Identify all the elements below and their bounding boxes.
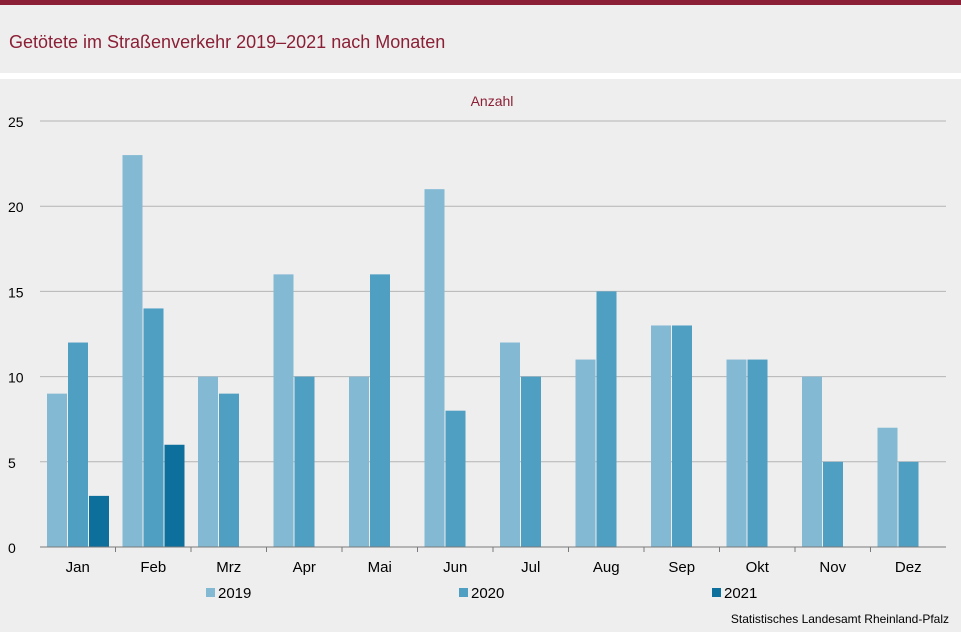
- y-tick-label: 25: [8, 114, 24, 130]
- legend-label-2019: 2019: [218, 585, 251, 602]
- header: Getötete im Straßenverkehr 2019–2021 nac…: [0, 5, 961, 73]
- bar-2019-Sep: [651, 325, 671, 547]
- bar-2020-Jun: [445, 410, 466, 547]
- y-tick-label: 0: [8, 540, 16, 556]
- y-tick-label: 10: [8, 370, 24, 386]
- bar-2019-Feb: [122, 155, 143, 547]
- legend: 2019 2020 2021: [206, 585, 757, 602]
- bar-2020-Okt: [747, 359, 768, 547]
- legend-swatch-2021: [712, 588, 721, 597]
- x-tick-label: Mrz: [216, 559, 241, 576]
- y-tick-label: 15: [8, 284, 24, 300]
- bar-2020-Mai: [370, 274, 390, 547]
- bar-2019-Jun: [424, 189, 445, 547]
- x-tick-label: Nov: [819, 559, 846, 576]
- source-note: Statistisches Landesamt Rheinland-Pfalz: [730, 612, 949, 626]
- x-tick-label: Feb: [140, 559, 166, 576]
- legend-label-2020: 2020: [471, 585, 504, 602]
- bar-2020-Jul: [521, 376, 541, 547]
- bar-2021-Feb: [164, 444, 185, 547]
- x-tick-label: Jul: [521, 559, 540, 576]
- page-title: Getötete im Straßenverkehr 2019–2021 nac…: [9, 32, 446, 52]
- bar-2019-Jul: [500, 342, 520, 547]
- top-accent-bar: [0, 0, 961, 5]
- y-tick-label: 5: [8, 455, 16, 471]
- x-tick-label: Aug: [593, 559, 620, 576]
- bar-2020-Mrz: [219, 393, 239, 547]
- bar-2019-Jan: [47, 393, 67, 547]
- x-tick-label: Okt: [746, 559, 770, 576]
- bar-2020-Feb: [143, 308, 164, 547]
- x-tick-label: Jan: [66, 559, 90, 576]
- bar-2019-Mrz: [198, 376, 218, 547]
- axis-layer: 0 5 10 15 20 25 Jan Feb Mrz Apr Mai Jun Jul Aug Sep Okt…: [8, 114, 946, 576]
- bar-2021-Jan: [89, 495, 109, 547]
- bar-2020-Aug: [596, 291, 617, 547]
- x-tick-label: Jun: [443, 559, 467, 576]
- x-tick-label: Dez: [895, 559, 922, 576]
- legend-swatch-2019: [206, 588, 215, 597]
- bar-2020-Dez: [898, 461, 919, 547]
- bar-2020-Nov: [823, 461, 843, 547]
- y-axis-label: Anzahl: [471, 93, 514, 109]
- y-tick-label: 20: [8, 199, 24, 215]
- bar-2019-Mai: [349, 376, 369, 547]
- x-tick-label: Sep: [668, 559, 695, 576]
- bar-2019-Aug: [575, 359, 596, 547]
- bar-2019-Dez: [877, 427, 898, 547]
- bar-2019-Nov: [802, 376, 822, 547]
- x-tick-label: Apr: [293, 559, 316, 576]
- bar-2019-Okt: [726, 359, 747, 547]
- legend-swatch-2020: [459, 588, 468, 597]
- bar-2020-Sep: [672, 325, 692, 547]
- x-tick-label: Mai: [368, 559, 392, 576]
- bar-2020-Apr: [294, 376, 315, 547]
- legend-label-2021: 2021: [724, 585, 757, 602]
- bar-2020-Jan: [68, 342, 88, 547]
- bars-layer: [47, 155, 919, 547]
- grid-layer: [40, 120, 946, 463]
- bar-2019-Apr: [273, 274, 294, 547]
